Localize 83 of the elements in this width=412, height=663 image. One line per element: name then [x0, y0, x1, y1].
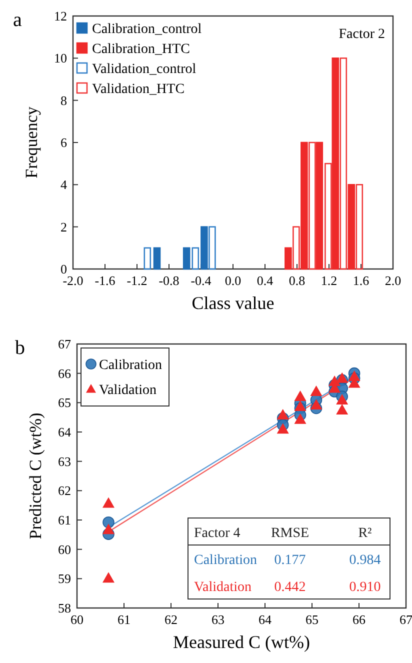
bar	[144, 247, 152, 270]
y-tick-label: 61	[58, 512, 71, 528]
bar	[182, 247, 190, 270]
legend-label: Validation	[99, 383, 157, 398]
point	[310, 386, 322, 396]
bar	[300, 142, 308, 270]
x-tick-label: 67	[400, 612, 412, 627]
x-tick-label: 1.2	[320, 273, 338, 288]
y-axis-title: Frequency	[22, 106, 41, 178]
x-tick-label: 0.4	[256, 273, 274, 288]
point	[336, 394, 348, 405]
y-tick-label: 12	[54, 8, 67, 24]
y-tick-label: 62	[58, 483, 71, 498]
point	[276, 408, 289, 420]
x-tick-label: 62	[164, 612, 178, 627]
point	[102, 497, 114, 508]
y-tick-label: 60	[58, 542, 71, 557]
bar	[356, 184, 364, 270]
point	[276, 423, 289, 434]
y-tick-label: 59	[58, 571, 71, 586]
x-tick-label: 60	[70, 612, 84, 627]
x-axis-title: Measured C (wt%)	[173, 632, 310, 652]
bar	[292, 226, 300, 270]
y-tick-label: 10	[54, 50, 67, 66]
y-tick-label: 58	[58, 600, 71, 616]
y-axis-title: Predicted C (wt%)	[26, 412, 45, 540]
legend-label: Calibration_HTC	[92, 42, 190, 57]
bar	[284, 247, 292, 270]
annotation: 0.177	[274, 553, 306, 568]
y-tick-label: 4	[60, 177, 68, 192]
point	[102, 524, 114, 534]
annotation: R²	[358, 526, 372, 541]
annotation: Validation	[194, 580, 252, 595]
bar	[153, 247, 161, 270]
y-tick-label: 8	[60, 92, 67, 108]
bar	[324, 162, 332, 270]
y-tick-label: 63	[58, 454, 71, 469]
bar	[192, 247, 200, 270]
point	[294, 400, 306, 411]
point	[336, 404, 348, 414]
x-tick-label: 65	[306, 612, 318, 627]
x-tick-label: 1.6	[352, 273, 370, 288]
text: a	[13, 9, 22, 31]
x-tick-label: 0.0	[224, 273, 242, 288]
x-tick-label: 0.8	[288, 273, 306, 288]
bar	[348, 184, 356, 270]
bar	[200, 226, 208, 270]
x-tick-label: 2.0	[384, 273, 402, 288]
x-axis-title: Class value	[192, 293, 274, 313]
x-tick-label: 61	[118, 612, 130, 627]
y-tick-label: 66	[58, 366, 72, 381]
annotation: Factor 4	[194, 526, 240, 541]
legend-label: Calibration	[99, 358, 162, 373]
y-tick-label: 6	[60, 135, 68, 150]
bar	[208, 226, 216, 270]
point	[294, 390, 306, 402]
y-tick-label: 64	[58, 424, 72, 440]
annotation: Factor 2	[338, 27, 385, 42]
x-tick-label: -0.8	[158, 273, 180, 288]
annotation: RMSE	[270, 526, 310, 541]
annotation: 0.442	[274, 580, 306, 595]
y-tick-label: 67	[58, 336, 72, 352]
annotation: 0.984	[349, 553, 381, 568]
x-tick-label: -1.6	[94, 273, 116, 288]
annotation: Calibration	[194, 553, 257, 568]
bar	[332, 58, 340, 270]
legend-label: Validation_HTC	[92, 82, 185, 97]
x-tick-label: 66	[352, 612, 366, 627]
point	[336, 372, 348, 383]
point	[294, 413, 306, 424]
x-tick-label: 64	[258, 612, 272, 627]
x-tick-label: 63	[212, 612, 224, 627]
y-tick-label: 65	[58, 395, 71, 410]
point	[102, 572, 114, 583]
legend-label: Validation_control	[92, 62, 196, 77]
point	[310, 399, 322, 410]
x-tick-label: -0.4	[190, 273, 212, 288]
annotation: 0.910	[349, 580, 381, 595]
bar	[340, 58, 348, 270]
legend-label: Calibration_control	[92, 22, 202, 37]
x-tick-label: -1.2	[126, 273, 148, 288]
y-tick-label: 2	[60, 219, 67, 234]
text: b	[15, 337, 25, 359]
